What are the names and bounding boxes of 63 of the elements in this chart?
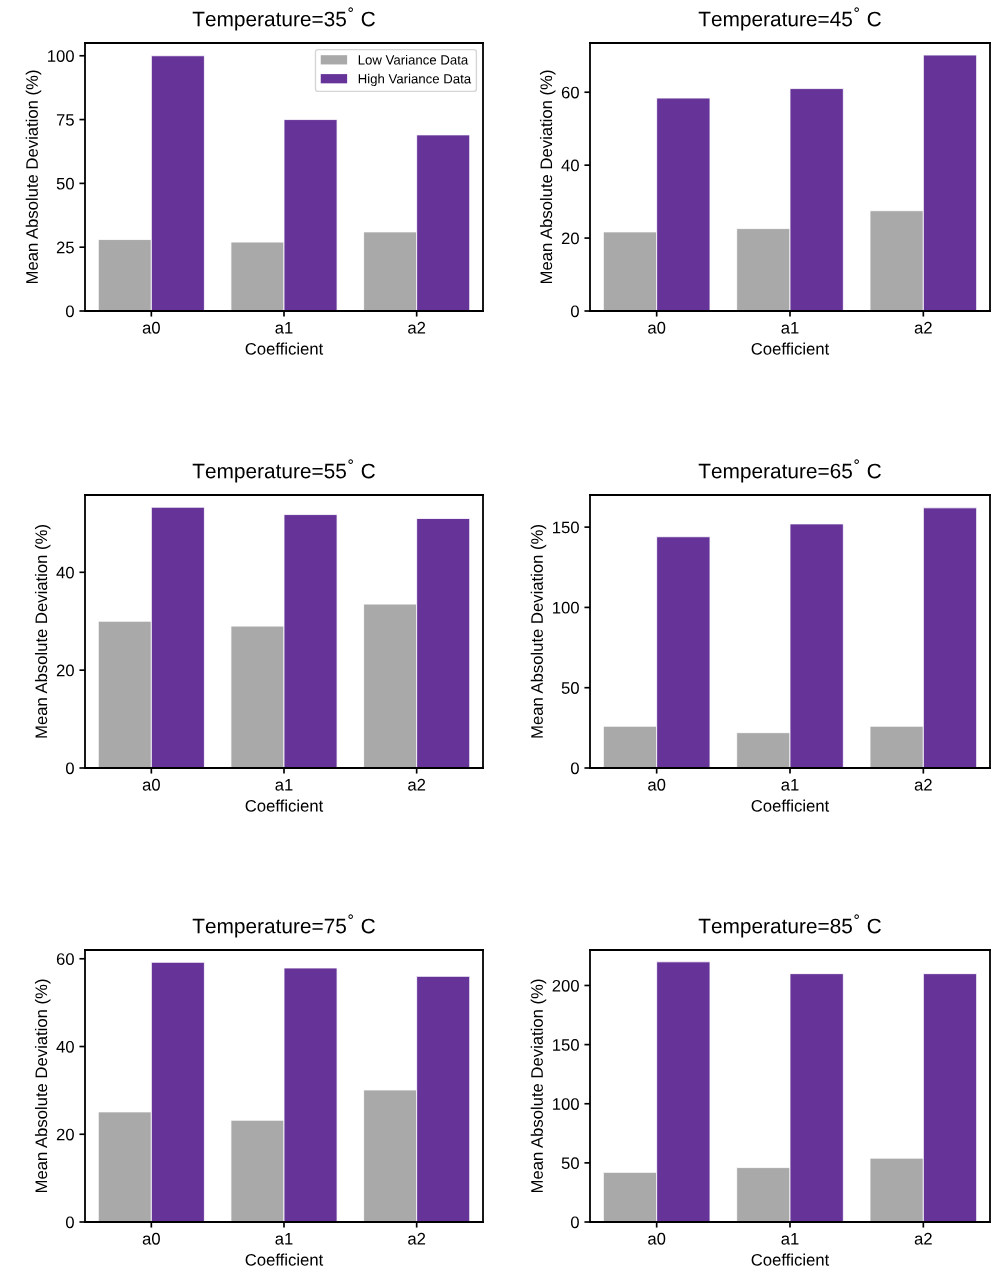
x-tick-label: a1 xyxy=(275,322,293,334)
x-axis-title: Coefficient xyxy=(751,342,830,355)
chart-title: Temperature=55$^{°}$ C xyxy=(192,459,375,483)
legend-label: Low Variance Data xyxy=(358,54,469,65)
y-axis-title: Mean Absolute Deviation (%) xyxy=(539,70,556,284)
y-tick-label: 20 xyxy=(561,232,579,245)
y-tick-label: 60 xyxy=(561,86,579,99)
chart-title: Temperature=85$^{°}$ C xyxy=(698,914,881,938)
x-axis-title: Coefficient xyxy=(751,799,830,812)
y-axis-title: Mean Absolute Deviation (%) xyxy=(34,525,51,738)
y-tick-label: 0 xyxy=(570,762,579,775)
y-tick-label: 0 xyxy=(570,305,579,318)
y-tick-label: 0 xyxy=(65,305,74,318)
y-axis-title: Mean Absolute Deviation (%) xyxy=(25,70,42,284)
y-tick-label: 100 xyxy=(553,1098,579,1110)
y-tick-label: 0 xyxy=(65,762,74,775)
x-tick-label: a1 xyxy=(275,1233,293,1245)
y-tick-label: 0 xyxy=(65,1216,74,1229)
x-axis-title: Coefficient xyxy=(245,1253,324,1266)
y-tick-label: 150 xyxy=(553,1039,579,1051)
chart-title: Temperature=45$^{°}$ C xyxy=(698,7,881,31)
y-tick-label: 50 xyxy=(561,682,579,694)
x-tick-label: a0 xyxy=(648,321,666,334)
y-tick-label: 40 xyxy=(56,1040,74,1053)
y-tick-label: 20 xyxy=(56,664,74,677)
y-tick-label: 0 xyxy=(570,1216,579,1229)
y-tick-label: 100 xyxy=(553,601,579,614)
x-tick-label: a2 xyxy=(914,321,932,334)
x-tick-label: a2 xyxy=(408,778,426,791)
y-tick-label: 150 xyxy=(553,521,579,534)
y-axis-title: Mean Absolute Deviation (%) xyxy=(530,979,547,1193)
x-tick-label: a2 xyxy=(408,1232,426,1245)
y-axis-title: Mean Absolute Deviation (%) xyxy=(530,525,547,738)
y-tick-label: 20 xyxy=(56,1128,74,1141)
x-tick-label: a1 xyxy=(781,779,799,791)
chart-title: Temperature=75$^{°}$ C xyxy=(192,914,375,938)
x-axis-title: Coefficient xyxy=(245,799,324,812)
y-tick-label: 40 xyxy=(56,566,74,579)
x-tick-label: a2 xyxy=(914,778,932,791)
x-tick-label: a0 xyxy=(648,1232,666,1245)
chart-title: Temperature=35$^{°}$ C xyxy=(192,7,375,31)
x-tick-label: a2 xyxy=(914,1232,932,1245)
x-tick-label: a0 xyxy=(648,778,666,791)
x-tick-label: a0 xyxy=(142,1232,160,1245)
y-tick-label: 200 xyxy=(552,979,579,992)
y-tick-label: 50 xyxy=(561,1157,579,1170)
x-axis-title: Coefficient xyxy=(751,1253,830,1266)
chart-title: Temperature=65$^{°}$ C xyxy=(698,459,881,483)
x-tick-label: a0 xyxy=(142,321,160,334)
y-tick-label: 75 xyxy=(56,114,74,126)
x-tick-label: a1 xyxy=(781,322,799,334)
legend-label: High Variance Data xyxy=(358,73,472,87)
y-tick-label: 25 xyxy=(56,241,74,254)
y-tick-label: 50 xyxy=(56,177,74,190)
y-axis-title: Mean Absolute Deviation (%) xyxy=(34,979,51,1193)
x-tick-label: a1 xyxy=(275,779,293,791)
x-tick-label: a1 xyxy=(781,1233,799,1245)
y-tick-label: 100 xyxy=(48,50,74,62)
x-axis-title: Coefficient xyxy=(245,342,324,355)
y-tick-label: 60 xyxy=(56,953,74,965)
x-tick-label: a0 xyxy=(142,778,160,791)
x-tick-label: a2 xyxy=(408,321,426,334)
y-tick-label: 40 xyxy=(561,159,579,172)
